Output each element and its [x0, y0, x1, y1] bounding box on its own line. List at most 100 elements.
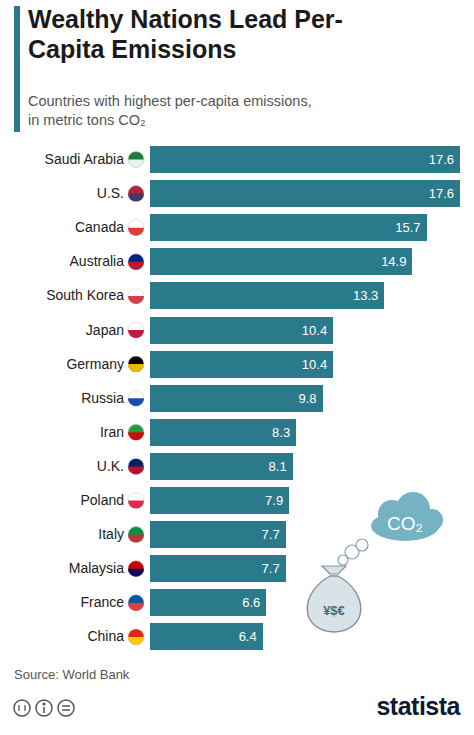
category-label: Japan [0, 317, 124, 344]
category-label: Poland [0, 487, 124, 514]
decoration-layer [0, 0, 474, 735]
flag-half [128, 364, 144, 372]
flag-half [128, 194, 144, 202]
bar [150, 146, 460, 173]
cloud [421, 509, 443, 531]
flag-icon [128, 527, 144, 543]
bar [150, 214, 427, 241]
flag-base [128, 629, 144, 645]
data-label: 7.7 [226, 521, 280, 548]
flag-half [128, 262, 144, 270]
smoke [338, 555, 348, 565]
license-icon-detail [42, 702, 45, 705]
category-label: France [0, 589, 124, 616]
flag-icon [128, 220, 144, 236]
smoke [356, 539, 368, 551]
data-label: 17.6 [400, 180, 454, 207]
flag-base [128, 220, 144, 236]
flag-half [128, 160, 144, 168]
flag-base [128, 390, 144, 406]
category-label: Canada [0, 214, 124, 241]
license-icon-detail [19, 705, 25, 711]
data-label: 7.9 [229, 487, 283, 514]
flag-base [128, 493, 144, 509]
category-label: Malaysia [0, 555, 124, 582]
flag-base [128, 458, 144, 474]
flag-icon [128, 152, 144, 168]
title: Wealthy Nations Lead Per-Capita Emission… [28, 4, 373, 64]
flag-icon [128, 595, 144, 611]
chart-root: Wealthy Nations Lead Per-Capita Emission… [0, 0, 474, 735]
bar [150, 282, 384, 309]
category-label: Iran [0, 419, 124, 446]
flag-half [128, 501, 144, 509]
flag-icon [128, 424, 144, 440]
data-label: 15.7 [367, 214, 421, 241]
flag-icon [128, 629, 144, 645]
flag-half [128, 398, 144, 406]
flag-base [128, 561, 144, 577]
brand-logo: statista [330, 692, 460, 721]
data-label: 10.4 [273, 351, 327, 378]
source: Source: World Bank [14, 667, 129, 682]
bar [150, 248, 412, 275]
footer-layer [0, 0, 474, 735]
flag-icon [128, 458, 144, 474]
flag-half [128, 466, 144, 474]
flag-half [128, 330, 144, 338]
flag-half [128, 296, 144, 304]
data-label: 14.9 [352, 248, 406, 275]
flag-half [128, 228, 144, 236]
category-label: Russia [0, 385, 124, 412]
data-label: 7.7 [226, 555, 280, 582]
category-label: Saudi Arabia [0, 146, 124, 173]
bag-top [322, 566, 346, 574]
flag-base [128, 322, 144, 338]
data-label: 9.8 [263, 385, 317, 412]
data-label: 13.3 [324, 282, 378, 309]
data-label: 8.3 [236, 419, 290, 446]
data-label: 6.6 [206, 589, 260, 616]
flag-half [128, 603, 144, 611]
data-label: 10.4 [273, 317, 327, 344]
flag-icon [128, 356, 144, 372]
bar [150, 385, 323, 412]
category-label: U.S. [0, 180, 124, 207]
license-icon [14, 700, 30, 716]
category-label: South Korea [0, 282, 124, 309]
data-label: 17.6 [400, 146, 454, 173]
flag-half [128, 432, 144, 440]
flag-half [128, 535, 144, 543]
data-label: 6.4 [203, 623, 257, 650]
bag [307, 576, 361, 632]
license-icon [58, 700, 74, 716]
category-label: Germany [0, 351, 124, 378]
annotation-cloud: CO₂ [375, 510, 435, 538]
flag-icon [128, 288, 144, 304]
data-label: 8.1 [233, 453, 287, 480]
flag-icon [128, 390, 144, 406]
subtitle: Countries with highest per-capita emissi… [28, 92, 323, 130]
category-label: Australia [0, 248, 124, 275]
flag-base [128, 424, 144, 440]
flag-base [128, 356, 144, 372]
flag-base [128, 288, 144, 304]
annotation-bag: ¥$€ [309, 602, 359, 620]
flag-icon [128, 254, 144, 270]
flag-icon [128, 322, 144, 338]
flag-base [128, 595, 144, 611]
flag-half [128, 569, 144, 577]
category-label: China [0, 623, 124, 650]
accent-bar [14, 6, 20, 132]
category-label: Italy [0, 521, 124, 548]
flag-icon [128, 493, 144, 509]
flag-base [128, 527, 144, 543]
flag-icon [128, 561, 144, 577]
flag-icon [128, 186, 144, 202]
flag-base [128, 152, 144, 168]
category-label: U.K. [0, 453, 124, 480]
bar [150, 180, 460, 207]
flag-base [128, 186, 144, 202]
flag-half [128, 637, 144, 645]
license-icon-detail [44, 706, 70, 713]
